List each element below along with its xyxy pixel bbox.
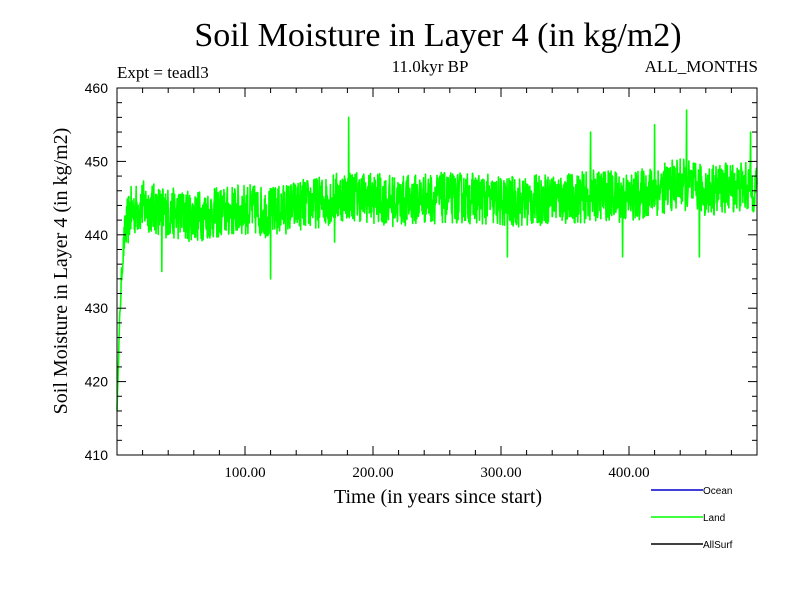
x-tick-label-3: 400.00	[608, 465, 649, 481]
legend-label-allsurf: AllSurf	[703, 540, 733, 551]
y-tick-label-3: 440	[85, 227, 109, 243]
plot-frame	[116, 87, 758, 456]
y-axis-label: Soil Moisture in Layer 4 (in kg/m2)	[50, 128, 72, 415]
y-tick-label-1: 420	[85, 374, 109, 390]
series-layer	[116, 109, 758, 411]
x-tick-label-2: 300.00	[480, 465, 521, 481]
period-label: 11.0kyr BP	[392, 57, 469, 76]
x-ticks: 100.00 200.00 300.00 400.00	[142, 88, 732, 481]
legend-label-land: Land	[703, 513, 725, 524]
series-line-land	[116, 109, 758, 411]
y-ticks: 410 420 430 440 450 460	[85, 80, 757, 463]
y-minor-ticks	[117, 102, 757, 441]
chart-title: Soil Moisture in Layer 4 (in kg/m2)	[194, 17, 681, 54]
x-tick-label-1: 200.00	[352, 465, 393, 481]
y-tick-label-4: 450	[85, 153, 109, 169]
legend: Ocean Land AllSurf	[651, 486, 733, 551]
plot-area: 410 420 430 440 450 460 100.00 200.00 300.00 400…	[85, 80, 758, 481]
y-tick-label-5: 460	[85, 80, 109, 96]
legend-label-ocean: Ocean	[703, 486, 732, 497]
x-tick-label-0: 100.00	[224, 465, 265, 481]
y-tick-label-0: 410	[85, 447, 109, 463]
expt-label: Expt = teadl3	[117, 63, 209, 82]
y-tick-label-2: 430	[85, 300, 109, 316]
months-label: ALL_MONTHS	[645, 57, 758, 76]
x-axis-label: Time (in years since start)	[334, 486, 542, 508]
